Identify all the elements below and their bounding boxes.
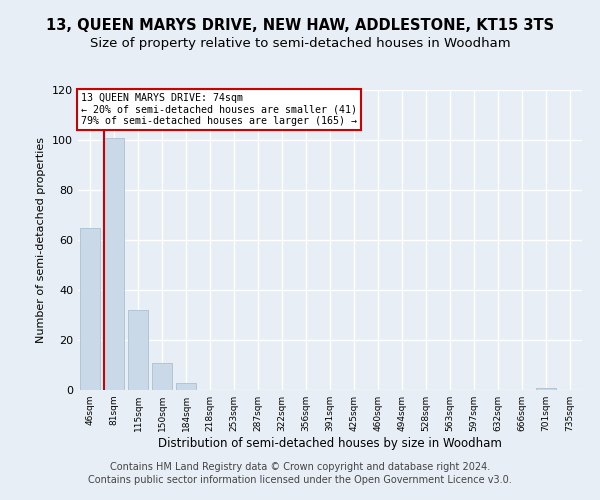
Bar xyxy=(128,310,148,390)
Bar xyxy=(104,138,124,390)
Text: 13 QUEEN MARYS DRIVE: 74sqm
← 20% of semi-detached houses are smaller (41)
79% o: 13 QUEEN MARYS DRIVE: 74sqm ← 20% of sem… xyxy=(80,93,356,126)
Text: Contains HM Land Registry data © Crown copyright and database right 2024.: Contains HM Land Registry data © Crown c… xyxy=(110,462,490,472)
Y-axis label: Number of semi-detached properties: Number of semi-detached properties xyxy=(37,137,46,343)
Bar xyxy=(536,388,556,390)
Text: Contains public sector information licensed under the Open Government Licence v3: Contains public sector information licen… xyxy=(88,475,512,485)
Bar xyxy=(176,382,196,390)
Text: Size of property relative to semi-detached houses in Woodham: Size of property relative to semi-detach… xyxy=(89,38,511,51)
X-axis label: Distribution of semi-detached houses by size in Woodham: Distribution of semi-detached houses by … xyxy=(158,437,502,450)
Bar xyxy=(80,228,100,390)
Text: 13, QUEEN MARYS DRIVE, NEW HAW, ADDLESTONE, KT15 3TS: 13, QUEEN MARYS DRIVE, NEW HAW, ADDLESTO… xyxy=(46,18,554,32)
Bar xyxy=(152,362,172,390)
